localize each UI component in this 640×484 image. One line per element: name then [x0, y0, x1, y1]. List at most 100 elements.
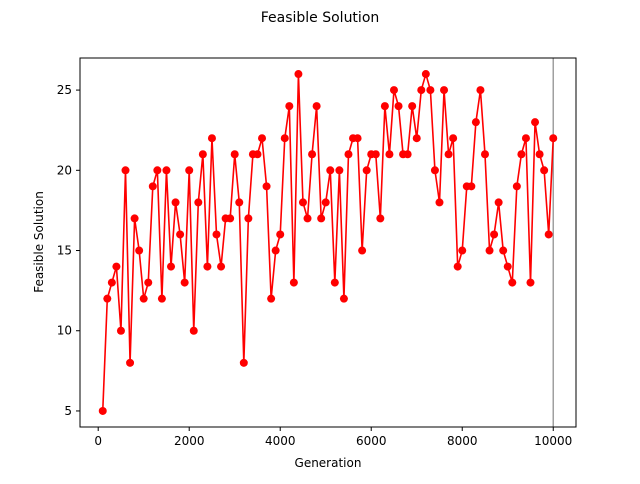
- y-tick-label: 25: [57, 83, 72, 97]
- data-point: [458, 246, 467, 255]
- data-point: [430, 166, 439, 175]
- data-point: [444, 150, 453, 159]
- data-point: [508, 278, 517, 287]
- data-point: [107, 278, 116, 287]
- data-point: [358, 246, 367, 255]
- y-tick-label: 10: [57, 324, 72, 338]
- data-point: [157, 294, 166, 303]
- data-point: [167, 262, 176, 271]
- x-tick-label: 8000: [447, 434, 478, 448]
- data-point: [176, 230, 185, 239]
- data-point: [453, 262, 462, 271]
- x-tick-label: 0: [94, 434, 102, 448]
- data-point: [226, 214, 235, 223]
- data-point: [480, 150, 489, 159]
- data-point: [353, 134, 362, 143]
- data-point: [280, 134, 289, 143]
- data-point: [180, 278, 189, 287]
- data-point: [531, 118, 540, 127]
- data-point: [203, 262, 212, 271]
- x-tick-label: 6000: [356, 434, 387, 448]
- data-point: [303, 214, 312, 223]
- y-axis-label: Feasible Solution: [32, 191, 46, 293]
- data-point: [144, 278, 153, 287]
- data-point: [417, 86, 426, 95]
- data-point: [549, 134, 558, 143]
- data-point: [262, 182, 271, 191]
- x-tick-label: 10000: [534, 434, 572, 448]
- data-point: [230, 150, 239, 159]
- data-point: [503, 262, 512, 271]
- data-point: [239, 358, 248, 367]
- data-point: [440, 86, 449, 95]
- data-point: [321, 198, 330, 207]
- data-point: [194, 198, 203, 207]
- data-point: [540, 166, 549, 175]
- data-point: [412, 134, 421, 143]
- data-point: [171, 198, 180, 207]
- data-point: [258, 134, 267, 143]
- data-point: [371, 150, 380, 159]
- data-point: [153, 166, 162, 175]
- data-point: [339, 294, 348, 303]
- data-point: [389, 86, 398, 95]
- data-point: [289, 278, 298, 287]
- data-point: [212, 230, 221, 239]
- data-point: [189, 326, 198, 335]
- data-point: [376, 214, 385, 223]
- data-point: [403, 150, 412, 159]
- data-point: [512, 182, 521, 191]
- data-point: [271, 246, 280, 255]
- data-point: [467, 182, 476, 191]
- data-point: [326, 166, 335, 175]
- data-point: [499, 246, 508, 255]
- data-point: [312, 102, 321, 111]
- chart-title: Feasible Solution: [261, 10, 380, 26]
- axes-frame: [79, 57, 577, 428]
- data-point: [394, 102, 403, 111]
- data-point: [162, 166, 171, 175]
- data-point: [98, 406, 107, 415]
- data-point: [294, 70, 303, 79]
- data-point: [435, 198, 444, 207]
- x-axis-label: Generation: [295, 456, 362, 470]
- data-point: [517, 150, 526, 159]
- data-point: [421, 70, 430, 79]
- data-point: [116, 326, 125, 335]
- data-point: [148, 182, 157, 191]
- series-line: [101, 73, 555, 411]
- data-point: [535, 150, 544, 159]
- data-point: [521, 134, 530, 143]
- data-point: [253, 150, 262, 159]
- data-point: [244, 214, 253, 223]
- data-point: [494, 198, 503, 207]
- data-point: [103, 294, 112, 303]
- data-point: [198, 150, 207, 159]
- data-point: [408, 102, 417, 111]
- data-point: [235, 198, 244, 207]
- data-point: [130, 214, 139, 223]
- data-point: [344, 150, 353, 159]
- data-point: [276, 230, 285, 239]
- y-tick-label: 5: [64, 404, 72, 418]
- data-point: [476, 86, 485, 95]
- data-point: [217, 262, 226, 271]
- data-point: [285, 102, 294, 111]
- data-point: [335, 166, 344, 175]
- data-point: [526, 278, 535, 287]
- data-point: [385, 150, 394, 159]
- data-point: [426, 86, 435, 95]
- y-tick-label: 20: [57, 163, 72, 177]
- data-point: [267, 294, 276, 303]
- data-point: [185, 166, 194, 175]
- data-point: [362, 166, 371, 175]
- data-point: [330, 278, 339, 287]
- data-point: [317, 214, 326, 223]
- data-point: [121, 166, 130, 175]
- data-point: [380, 102, 389, 111]
- plot-area: [98, 58, 558, 427]
- data-point: [126, 358, 135, 367]
- x-tick-label: 4000: [265, 434, 296, 448]
